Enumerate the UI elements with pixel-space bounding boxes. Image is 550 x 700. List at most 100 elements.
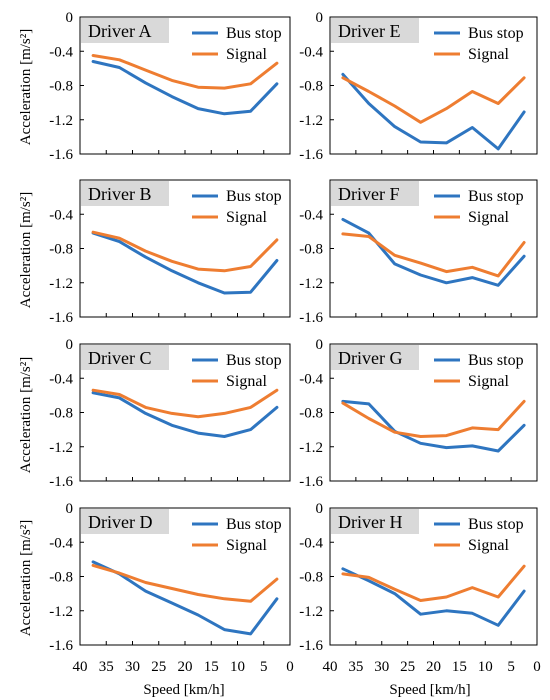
y-tick-label: -0.4 <box>299 207 323 223</box>
y-axis-label-bottom: Acceleration [m/s²] <box>18 520 34 637</box>
x-tick-label: 5 <box>260 659 268 675</box>
y-tick-label: 0 <box>66 501 74 517</box>
y-tick-label: -0.8 <box>49 242 73 258</box>
x-tick-label: 20 <box>426 659 441 675</box>
x-axis-label-left: Speed [km/h] <box>143 682 224 698</box>
y-tick-label: -0.8 <box>49 79 73 95</box>
series-line-bus-stop <box>91 60 279 116</box>
x-tick-labels-right: 40 35 30 25 20 15 10 5 0 <box>323 659 541 675</box>
series-line-bus-stop <box>91 231 279 295</box>
series-line-signal <box>341 564 526 602</box>
y-tick-label: -1.2 <box>299 276 323 292</box>
legend-label-signal: Signal <box>226 537 267 554</box>
x-tick-label: 15 <box>452 659 467 675</box>
legend-label-bus-stop: Bus stop <box>226 516 282 533</box>
legend-label-signal: Signal <box>226 46 267 63</box>
x-tick-label: 0 <box>286 659 294 675</box>
y-tick-label: -1.6 <box>49 638 73 654</box>
y-tick-label: -0.4 <box>49 535 73 551</box>
y-tick-label: -0.4 <box>49 44 73 60</box>
x-tick-label: 40 <box>73 659 88 675</box>
legend-label-bus-stop: Bus stop <box>226 352 282 369</box>
panel-title: Driver B <box>88 184 151 204</box>
panel-title: Driver F <box>338 184 400 204</box>
panel-title-box <box>331 181 419 206</box>
x-tick-label: 10 <box>230 659 245 675</box>
series-line-signal <box>91 563 279 603</box>
legend-label-bus-stop: Bus stop <box>226 188 282 205</box>
y-tick-label: -1.6 <box>49 474 73 490</box>
series-line-bus-stop <box>91 391 279 438</box>
y-axis-label-row3: Acceleration [m/s²] <box>18 357 34 474</box>
chart-driver-c: 0 -0.4 -0.8 -1.2 -1.6 Driver C Bus stop Signal <box>49 337 291 490</box>
chart-driver-e: 0 -0.4 -0.8 -1.2 -1.6 Driver E Bus stop Signal <box>299 10 538 163</box>
y-tick-label: -0.8 <box>49 570 73 586</box>
x-axis-label-right: Speed [km/h] <box>389 682 470 698</box>
series-line-signal <box>91 388 279 419</box>
series-line-bus-stop <box>341 567 526 627</box>
y-tick-label: 0 <box>66 10 74 26</box>
y-tick-label: -1.2 <box>299 113 323 129</box>
panel-title: Driver H <box>338 512 402 532</box>
y-tick-label: -1.6 <box>299 474 323 490</box>
x-tick-label: 35 <box>348 659 363 675</box>
y-axis-label-row2: Acceleration [m/s²] <box>18 192 34 309</box>
x-tick-label: 5 <box>507 659 515 675</box>
legend-label-bus-stop: Bus stop <box>226 25 282 42</box>
series-line-signal <box>91 230 279 273</box>
y-tick-label: -1.2 <box>299 604 323 620</box>
chart-driver-b: -0.4 -0.8 -1.2 -1.6 Driver B Bus stop Signal <box>49 179 291 326</box>
y-tick-label: -0.8 <box>49 406 73 422</box>
panel-title: Driver G <box>338 348 402 368</box>
y-tick-label: -0.8 <box>299 406 323 422</box>
y-tick-label: -1.2 <box>49 440 73 456</box>
y-axis-label-top: Acceleration [m/s²] <box>18 29 34 146</box>
series-line-bus-stop <box>341 399 526 453</box>
legend-label-signal: Signal <box>226 209 267 226</box>
panel-title-box <box>81 345 169 370</box>
panel-title-box <box>331 345 419 370</box>
y-tick-label: -1.2 <box>49 276 73 292</box>
series-line-signal <box>341 232 526 278</box>
y-tick-label: -0.8 <box>299 79 323 95</box>
y-tick-label: 0 <box>66 337 74 353</box>
y-tick-label: -0.4 <box>299 535 323 551</box>
x-tick-labels-left: 40 35 30 25 20 15 10 5 0 <box>73 659 294 675</box>
legend-label-bus-stop: Bus stop <box>468 352 524 369</box>
x-tick-label: 30 <box>125 659 140 675</box>
legend-label-bus-stop: Bus stop <box>468 25 524 42</box>
x-tick-label: 25 <box>151 659 166 675</box>
legend-label-signal: Signal <box>468 537 509 554</box>
series-line-signal <box>341 76 526 124</box>
panel-title-box <box>81 181 169 206</box>
y-tick-label: -1.2 <box>49 604 73 620</box>
panel-title-box <box>331 509 419 534</box>
y-tick-label: -0.4 <box>299 371 323 387</box>
legend-label-signal: Signal <box>468 209 509 226</box>
y-tick-label: 0 <box>316 337 324 353</box>
y-tick-label: -1.6 <box>49 147 73 163</box>
x-tick-label: 40 <box>323 659 338 675</box>
x-tick-label: 0 <box>533 659 541 675</box>
y-tick-label: -0.4 <box>49 371 73 387</box>
series-line-signal <box>91 54 279 90</box>
y-tick-label: -0.4 <box>299 44 323 60</box>
chart-driver-g: 0 -0.4 -0.8 -1.2 -1.6 Driver G Bus stop Signal <box>299 337 538 490</box>
legend-label-bus-stop: Bus stop <box>468 188 524 205</box>
y-tick-label: -1.6 <box>299 638 323 654</box>
panel-title-box <box>81 509 169 534</box>
x-tick-label: 30 <box>374 659 389 675</box>
chart-driver-f: -0.4 -0.8 -1.2 -1.6 Driver F Bus stop Signal <box>299 179 538 326</box>
chart-driver-d: 0 -0.4 -0.8 -1.2 -1.6 Driver D Bus stop Signal <box>49 501 291 654</box>
x-tick-label: 10 <box>478 659 493 675</box>
y-tick-label: -1.6 <box>49 310 73 326</box>
chart-driver-h: 0 -0.4 -0.8 -1.2 -1.6 Driver H Bus stop Signal <box>299 501 538 654</box>
y-tick-label: 0 <box>316 501 324 517</box>
legend-label-signal: Signal <box>226 373 267 390</box>
y-tick-label: -1.2 <box>49 113 73 129</box>
panel-title: Driver D <box>88 512 152 532</box>
y-tick-label: -0.4 <box>49 207 73 223</box>
legend-label-signal: Signal <box>468 373 509 390</box>
